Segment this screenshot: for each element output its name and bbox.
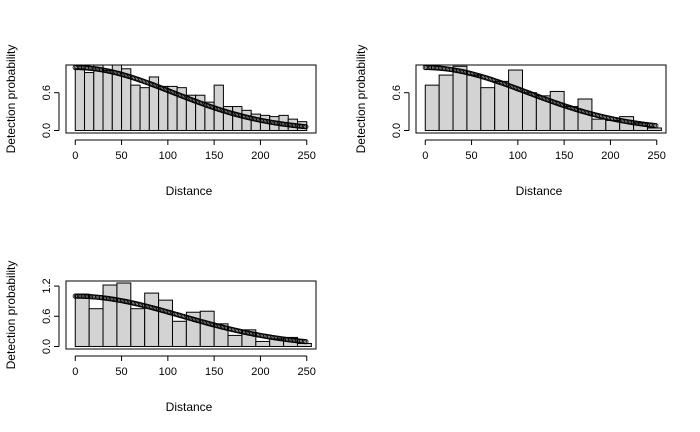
panel-2-x-axis-label: Distance xyxy=(516,184,563,198)
panel-2-x-axis: 0 50 100 150 200 250 xyxy=(422,139,666,162)
panel-3-x-tick-label: 50 xyxy=(115,366,127,378)
panel-2-bar-3 xyxy=(452,65,468,131)
panel-2-x-tick-label: 250 xyxy=(648,150,666,162)
panel-1-x-tick-label: 150 xyxy=(205,150,223,162)
panel-2-bar-1 xyxy=(424,84,440,131)
panel-1-x-axis: 0 50 100 150 200 250 xyxy=(72,139,316,162)
panel-1-plot-box xyxy=(65,64,317,134)
panel-1-x-tick-label: 200 xyxy=(251,150,269,162)
panel-3-bar-4 xyxy=(116,282,132,347)
panel-1-bar-4 xyxy=(102,70,113,131)
panel-3-y-tick-label: 0.6 xyxy=(41,309,53,324)
panel-1-y-tick-label: 0.0 xyxy=(41,123,53,138)
panel-1-bar-10 xyxy=(158,85,169,131)
panel-2-bars xyxy=(424,65,662,131)
panel-1-curve xyxy=(72,64,309,130)
panel-1-x-tick-label: 100 xyxy=(159,150,177,162)
panel-3-x-tick-label: 150 xyxy=(205,366,223,378)
panel-2-bar-13 xyxy=(591,118,607,131)
panel-2-bar-7 xyxy=(508,69,523,131)
panel-3-x-tick-label: 0 xyxy=(72,366,78,378)
panel-2-plot-box xyxy=(415,64,667,134)
panel-1: 0 50 100 150 200 250 0.0 0.6 Distance Detectio… xyxy=(4,45,317,198)
panel-3-bar-6 xyxy=(144,292,160,347)
panel-2-bar-4 xyxy=(466,74,482,131)
panel-1-y-axis: 0.0 0.6 xyxy=(41,85,60,138)
panel-3: 0 50 100 150 200 250 0.0 0.6 1.2 Distance Detec… xyxy=(4,261,317,414)
panel-1-bars xyxy=(74,64,308,131)
panel-3-bar-2 xyxy=(88,308,104,347)
panel-3-x-tick-label: 200 xyxy=(251,366,269,378)
panel-1-x-axis-label: Distance xyxy=(166,184,213,198)
panel-2-x-tick-label: 0 xyxy=(422,150,428,162)
panel-3-bar-1 xyxy=(74,293,90,347)
panel-3-y-tick-label: 1.2 xyxy=(41,278,53,293)
panel-2-bar-5 xyxy=(480,87,496,131)
panel-1-bar-8 xyxy=(139,87,150,131)
panel-1-y-tick-label: 0.6 xyxy=(41,85,53,100)
panel-2-y-tick-label: 0.0 xyxy=(391,123,403,138)
panel-2-bar-17 xyxy=(646,127,662,131)
panel-1-x-tick-label: 50 xyxy=(115,150,127,162)
panel-2-bar-8 xyxy=(521,92,537,131)
panel-2-y-tick-label: 0.6 xyxy=(391,85,403,100)
panel-3-plot-box xyxy=(65,280,317,350)
panel-2-bar-6 xyxy=(494,80,510,131)
panel-2-bar-12 xyxy=(577,98,593,131)
panel-1-x-tick-label: 0 xyxy=(72,150,78,162)
panel-3-curve xyxy=(72,293,309,345)
panel-3-y-axis: 0.0 0.6 1.2 xyxy=(41,278,60,354)
panel-1-bar-2 xyxy=(84,72,95,131)
panel-2-curve-point xyxy=(653,123,659,129)
panel-3-bar-7 xyxy=(158,299,173,347)
panel-3-x-axis: 0 50 100 150 200 250 xyxy=(72,355,316,378)
panel-2-bar-2 xyxy=(438,74,454,131)
panel-3-curve-point xyxy=(303,339,309,345)
panel-3-bar-10 xyxy=(199,310,215,347)
panel-2-bar-10 xyxy=(549,90,565,131)
panel-1-bar-18 xyxy=(232,106,243,131)
panel-3-bar-12 xyxy=(227,334,243,347)
panel-3-x-tick-label: 250 xyxy=(298,366,316,378)
panel-3-x-axis-label: Distance xyxy=(166,400,213,414)
panel-1-curve-point xyxy=(303,124,309,130)
panel-3-bar-5 xyxy=(130,308,146,347)
panel-1-y-axis-label: Detection probability xyxy=(4,45,18,154)
panel-1-x-tick-label: 250 xyxy=(298,150,316,162)
panel-1-bar-1 xyxy=(74,68,86,131)
panel-2-x-tick-label: 100 xyxy=(509,150,527,162)
panel-3-bar-8 xyxy=(171,320,187,347)
panel-2-curve xyxy=(422,64,659,129)
panel-1-bar-7 xyxy=(130,84,141,131)
panel-3-y-axis-label: Detection probability xyxy=(4,261,18,370)
panel-3-x-tick-label: 100 xyxy=(159,366,177,378)
panel-2-y-axis: 0.0 0.6 xyxy=(391,85,410,138)
panel-2: 0 50 100 150 200 250 0.0 0.6 Distance Detectio… xyxy=(354,45,667,198)
panel-2-x-tick-label: 150 xyxy=(555,150,573,162)
panel-3-y-tick-label: 0.0 xyxy=(41,339,53,354)
panel-2-y-axis-label: Detection probability xyxy=(354,45,368,154)
panel-2-x-tick-label: 200 xyxy=(601,150,619,162)
panel-2-x-tick-label: 50 xyxy=(465,150,477,162)
panel-1-bar-3 xyxy=(93,64,104,131)
panel-3-bar-14 xyxy=(255,340,271,347)
panel-3-bar-3 xyxy=(102,284,118,347)
